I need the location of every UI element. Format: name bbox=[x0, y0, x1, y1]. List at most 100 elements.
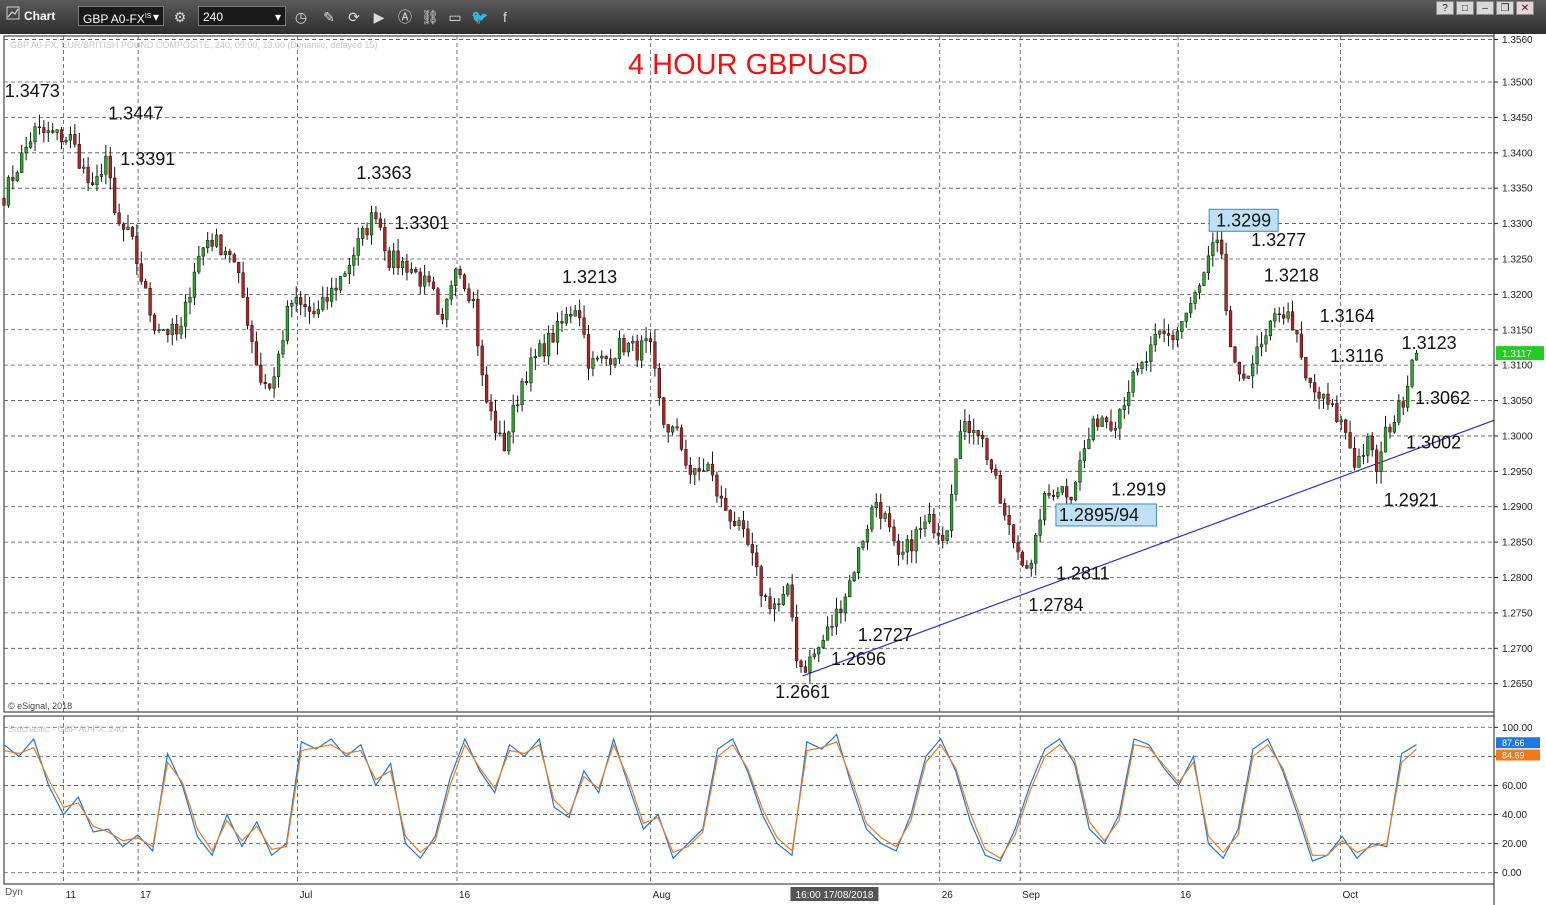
play-icon[interactable]: ▶ bbox=[373, 9, 385, 25]
candle-body bbox=[223, 251, 228, 255]
chart-window-icon bbox=[6, 6, 20, 26]
candle-body bbox=[520, 380, 524, 405]
close-button[interactable]: ✕ bbox=[1516, 1, 1534, 15]
time-tick-label: Aug bbox=[653, 890, 671, 901]
candle-body bbox=[454, 268, 458, 286]
candle-body bbox=[591, 358, 595, 369]
settings-gear-icon[interactable]: ⚙ bbox=[173, 9, 187, 25]
candle-body bbox=[268, 383, 272, 389]
candle-body bbox=[126, 226, 130, 230]
candle-body bbox=[1299, 333, 1304, 358]
candle-body bbox=[343, 273, 347, 277]
candlestick-series bbox=[2, 114, 1419, 683]
candle-body bbox=[1065, 486, 1069, 498]
help-button[interactable]: ? bbox=[1436, 1, 1454, 15]
candle-body bbox=[1228, 310, 1233, 348]
candle-body bbox=[856, 547, 861, 573]
chevron-down-icon: ▾ bbox=[274, 10, 281, 24]
candle-body bbox=[1025, 565, 1029, 569]
detach-button[interactable]: □ bbox=[1456, 1, 1474, 15]
candle-body bbox=[586, 334, 591, 369]
stochastic-value-tag bbox=[1496, 749, 1540, 761]
candle-body bbox=[648, 338, 653, 343]
pencil-icon[interactable]: ✎ bbox=[323, 9, 335, 25]
candle-body bbox=[542, 343, 546, 357]
candle-body bbox=[445, 298, 449, 320]
candle-body bbox=[972, 430, 976, 434]
candle-body bbox=[192, 271, 197, 298]
minimize-button[interactable]: – bbox=[1476, 1, 1494, 15]
time-tick-label: 16 bbox=[459, 890, 471, 901]
candle-body bbox=[152, 314, 157, 331]
candle-body bbox=[870, 507, 874, 530]
candle-body bbox=[1339, 419, 1343, 422]
candle-body bbox=[808, 656, 812, 673]
candle-body bbox=[1237, 361, 1242, 375]
candle-body bbox=[564, 314, 568, 324]
candle-body bbox=[37, 126, 42, 129]
candle-body bbox=[538, 343, 542, 357]
candle-body bbox=[250, 325, 254, 342]
candle-body bbox=[1166, 333, 1171, 336]
candle-body bbox=[918, 528, 923, 530]
price-annotation: 1.3002 bbox=[1406, 433, 1461, 453]
candle-body bbox=[2, 197, 6, 206]
candle-body bbox=[1104, 417, 1109, 423]
candle-body bbox=[1410, 359, 1414, 387]
candle-body bbox=[1268, 320, 1273, 337]
candle-body bbox=[675, 426, 679, 429]
time-tick-label: 16 bbox=[1180, 890, 1192, 901]
candle-body bbox=[1361, 455, 1366, 457]
candle-body bbox=[175, 323, 179, 335]
candle-body bbox=[1317, 391, 1321, 399]
price-tick-label: 1.2750 bbox=[1502, 608, 1533, 619]
price-annotation: 1.3391 bbox=[120, 149, 175, 169]
candle-body bbox=[90, 182, 95, 186]
candle-body bbox=[361, 227, 365, 239]
twitter-icon[interactable]: 🐦 bbox=[471, 9, 489, 25]
candle-body bbox=[1140, 362, 1144, 369]
candle-body bbox=[533, 356, 537, 359]
candle-body bbox=[1233, 346, 1237, 363]
candle-body bbox=[387, 250, 391, 268]
candle-body bbox=[440, 313, 444, 320]
dyn-label[interactable]: Dyn bbox=[5, 887, 23, 898]
candle-body bbox=[1220, 239, 1224, 255]
candle-body bbox=[15, 172, 19, 181]
candle-body bbox=[794, 616, 799, 662]
clock-icon[interactable]: ◷ bbox=[294, 9, 308, 25]
candle-body bbox=[1029, 562, 1033, 569]
price-annotation: 1.3277 bbox=[1251, 230, 1306, 250]
price-grid bbox=[3, 35, 1495, 713]
chart-area[interactable]: 1.3473 1.3447 1.3391 1.3363 1.3301 1.3213 1.27… bbox=[0, 34, 1546, 905]
candle-body bbox=[1335, 403, 1339, 422]
candle-body bbox=[338, 276, 343, 291]
candle-body bbox=[157, 329, 161, 332]
candle-body bbox=[936, 532, 940, 536]
candle-body bbox=[932, 514, 936, 534]
restore-button[interactable]: ❐ bbox=[1496, 1, 1514, 15]
candle-body bbox=[1383, 426, 1388, 453]
candle-body bbox=[1100, 417, 1104, 427]
trendline-layer bbox=[802, 419, 1495, 677]
candle-body bbox=[582, 317, 586, 335]
facebook-icon[interactable]: f bbox=[503, 9, 507, 25]
stochastic-tick-label: 40.00 bbox=[1502, 810, 1527, 821]
interval-selector[interactable]: 240 ▾ bbox=[198, 6, 286, 26]
link-icon[interactable]: ⛓ bbox=[421, 9, 439, 25]
candle-body bbox=[1047, 493, 1051, 496]
candle-body bbox=[697, 468, 701, 472]
candle-body bbox=[139, 263, 143, 282]
candle-body bbox=[1401, 401, 1405, 408]
candle-body bbox=[892, 526, 896, 542]
curve-icon[interactable]: ⟳ bbox=[348, 9, 360, 25]
comment-icon[interactable]: ▭ bbox=[448, 9, 462, 25]
candle-body bbox=[1051, 494, 1056, 497]
candle-body bbox=[507, 431, 511, 452]
alert-icon[interactable]: Ⓐ bbox=[398, 9, 412, 25]
price-tick-label: 1.3250 bbox=[1502, 254, 1533, 265]
candle-body bbox=[183, 301, 188, 327]
stochastic-tick-label: 0.00 bbox=[1502, 868, 1522, 879]
symbol-selector[interactable]: GBP A0-FXIS ▾ bbox=[78, 6, 164, 26]
candle-body bbox=[64, 139, 68, 143]
